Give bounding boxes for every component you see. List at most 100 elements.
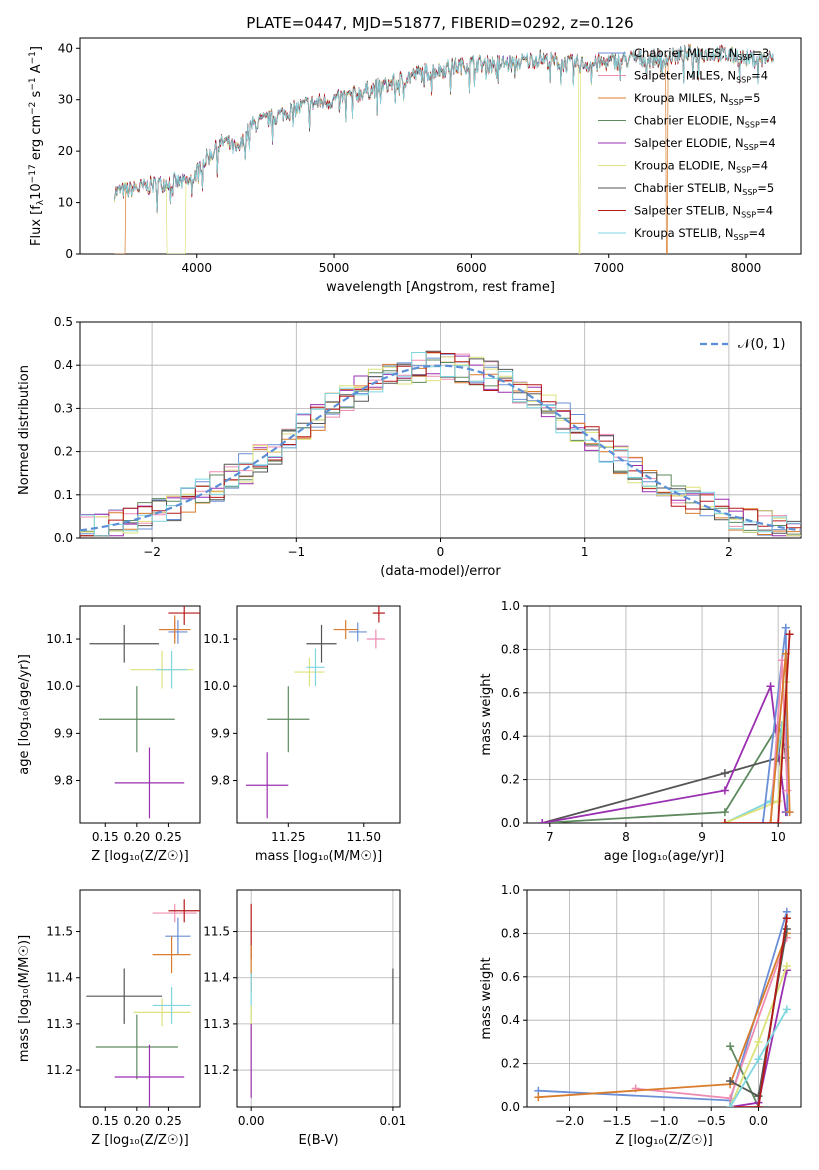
plot-area xyxy=(89,606,200,819)
x-tick-label: −2 xyxy=(143,545,161,559)
y-tick-label: 11.3 xyxy=(203,1017,230,1031)
axes-frame xyxy=(79,605,201,824)
plot-area xyxy=(86,899,200,1107)
plot-area xyxy=(246,606,385,819)
y-axis-label: Flux [fλ10−17 erg cm−2 s−1 A−1] xyxy=(28,46,46,246)
x-axis-label: (data-model)/error xyxy=(380,564,501,579)
weight-marker xyxy=(766,819,775,823)
y-tick-label: 0.5 xyxy=(54,315,73,329)
x-axis-label: age [log₁₀(age/yr)] xyxy=(604,849,725,864)
weight-marker xyxy=(782,925,791,934)
x-tick-label: −0.5 xyxy=(697,1114,726,1128)
x-tick-label: 7 xyxy=(546,830,554,844)
chart-age_vs_Z: 0.15 0.20 0.25 9.8 9.9 10.0 10.1 Z [log₁₀(Z/Z☉)… xyxy=(17,605,201,864)
weight-marker xyxy=(754,1055,763,1064)
y-tick-label: 0.8 xyxy=(501,642,520,656)
legend: Chabrier MILES, NSSP=3 Salpeter MILES, NS… xyxy=(598,46,777,242)
x-tick-label: 9 xyxy=(698,830,706,844)
y-tick-label: 0.2 xyxy=(501,773,520,787)
x-tick-label: 0.0 xyxy=(749,1114,768,1128)
axes-frame xyxy=(526,605,802,824)
y-tick-label: 0.6 xyxy=(501,686,520,700)
y-tick-label: 9.8 xyxy=(54,774,73,788)
axes-frame xyxy=(79,889,201,1108)
x-tick-label: −1.5 xyxy=(602,1114,631,1128)
y-tick-label: 0.0 xyxy=(501,816,520,830)
x-axis-label: mass [log₁₀(M/M☉)] xyxy=(255,849,382,864)
legend-label: Chabrier ELODIE, NSSP=4 xyxy=(634,114,777,130)
y-tick-label: 1.0 xyxy=(501,883,520,897)
y-tick-label: 11.4 xyxy=(46,971,73,985)
y-tick-label: 11.3 xyxy=(46,1017,73,1031)
y-tick-label: 30 xyxy=(58,93,73,107)
legend-label: Chabrier MILES, NSSP=3 xyxy=(634,46,769,62)
y-tick-label: 11.2 xyxy=(46,1063,73,1077)
axes-frame xyxy=(236,605,401,824)
weight-marker xyxy=(782,914,791,923)
legend-label: 𝒩(0, 1) xyxy=(738,337,785,352)
figure-title: PLATE=0447, MJD=51877, FIBERID=0292, z=0… xyxy=(246,14,633,32)
x-tick-label: 0.25 xyxy=(155,830,182,844)
y-tick-label: 10.0 xyxy=(46,679,73,693)
chart-massweight_vs_Z: −2.0 −1.5 −1.0 −0.5 0.0 0.0 0.2 0.4 0.6 0.8 1.0 Z [… xyxy=(479,883,802,1148)
weight-marker xyxy=(758,819,767,823)
legend-label: Kroupa MILES, NSSP=5 xyxy=(634,91,760,107)
axes-frame xyxy=(526,889,802,1108)
plot-area xyxy=(250,903,394,1098)
x-tick-label: 0 xyxy=(437,545,445,559)
y-tick-label: 0.1 xyxy=(54,488,73,502)
y-tick-label: 0 xyxy=(65,247,73,261)
x-tick-label: 4000 xyxy=(181,261,212,275)
legend-label: Kroupa STELIB, NSSP=4 xyxy=(634,226,765,242)
plot-area xyxy=(534,907,791,1107)
chart-residuals: −2 −1 0 1 2 0.0 0.1 0.2 0.3 0.4 0.5 (data-model)/er… xyxy=(17,315,802,579)
chart-age_vs_mass: 11.25 11.50 9.8 9.9 10.0 10.1 mass [log₁₀(M/M☉… xyxy=(203,605,401,864)
y-tick-label: 9.8 xyxy=(211,774,230,788)
weight-marker xyxy=(754,1092,763,1101)
y-tick-label: 0.0 xyxy=(501,1100,520,1114)
legend-label: Salpeter STELIB, NSSP=4 xyxy=(634,204,773,220)
axes-frame xyxy=(79,37,802,255)
histogram-step xyxy=(80,352,801,537)
legend-label: Salpeter MILES, NSSP=4 xyxy=(634,69,768,85)
x-tick-label: 0.20 xyxy=(123,1114,150,1128)
y-tick-label: 0.4 xyxy=(501,1013,520,1027)
y-axis-label: mass weight xyxy=(479,673,494,755)
x-tick-label: 0.00 xyxy=(238,1114,265,1128)
y-tick-label: 1.0 xyxy=(501,599,520,613)
x-axis-label: Z [log₁₀(Z/Z☉)] xyxy=(615,1133,712,1148)
x-tick-label: 2 xyxy=(725,545,733,559)
y-axis-label: Normed distribution xyxy=(17,365,32,495)
y-tick-label: 9.9 xyxy=(211,726,230,740)
y-tick-label: 40 xyxy=(58,41,73,55)
y-tick-label: 0.4 xyxy=(501,729,520,743)
x-tick-label: 11.50 xyxy=(347,830,381,844)
weight-line xyxy=(724,634,791,823)
x-axis-label: E(B-V) xyxy=(298,1133,338,1148)
plot-area xyxy=(538,623,794,823)
y-tick-label: 10.1 xyxy=(203,632,230,646)
normal-curve xyxy=(80,364,801,532)
x-tick-label: 7000 xyxy=(593,261,624,275)
weight-marker xyxy=(726,1076,735,1085)
x-tick-label: 0.25 xyxy=(155,1114,182,1128)
y-tick-label: 0.4 xyxy=(54,358,73,372)
y-axis-label: mass [log₁₀(M/M☉)] xyxy=(17,935,32,1062)
plot-area xyxy=(80,350,801,537)
weight-marker xyxy=(726,1094,735,1103)
chart-spectrum: 4000 5000 6000 7000 8000 0 10 20 30 40 wavelength … xyxy=(28,37,802,295)
y-tick-label: 0.2 xyxy=(54,445,73,459)
y-tick-label: 9.9 xyxy=(54,726,73,740)
y-axis-label: age [log₁₀(age/yr)] xyxy=(17,654,32,775)
y-tick-label: 0.3 xyxy=(54,401,73,415)
y-tick-label: 11.2 xyxy=(203,1063,230,1077)
y-tick-label: 11.5 xyxy=(46,925,73,939)
weight-line xyxy=(538,911,788,1102)
axes-frame xyxy=(79,321,802,539)
y-tick-label: 0.2 xyxy=(501,1057,520,1071)
weight-marker xyxy=(783,786,792,795)
weight-line xyxy=(730,918,788,1107)
x-tick-label: 0.01 xyxy=(380,1114,407,1128)
y-tick-label: 10.1 xyxy=(46,632,73,646)
